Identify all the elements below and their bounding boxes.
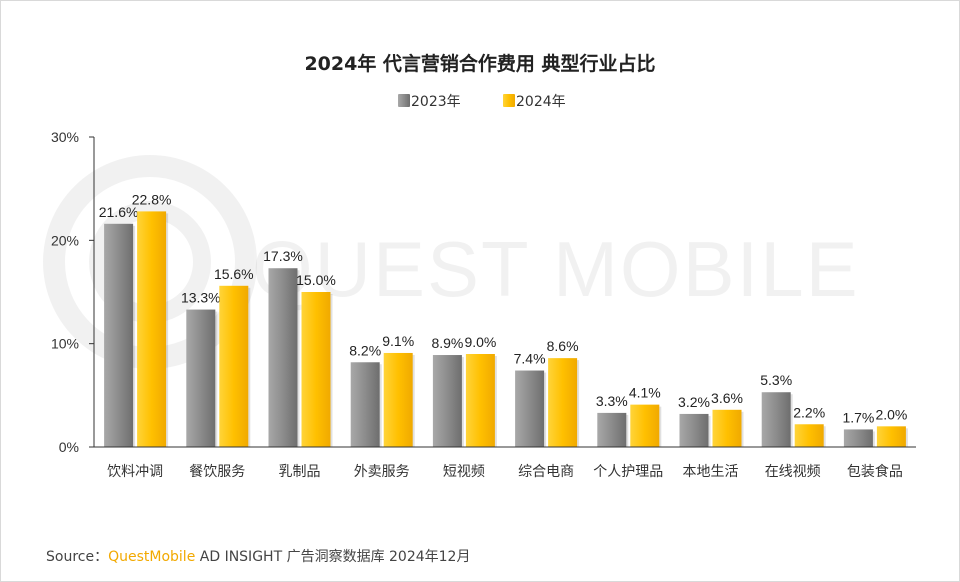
x-axis: 饮料冲调 餐饮服务 乳制品 外卖服务 短视频 综合电商 个人护理品 本地生活 在线视频 包装食品 (94, 446, 916, 480)
bar-group: 8.2%9.1% (349, 333, 415, 447)
bar-series1 (843, 429, 873, 447)
bar-group: 17.3% 15.0% (263, 248, 336, 447)
bar-group: 21.6%22.8% (99, 191, 172, 447)
watermark-text: QUEST MOBILE (252, 225, 860, 313)
x-tick-label: 乳制品 (279, 464, 321, 480)
y-tick-label: 0% (59, 439, 79, 455)
data-label: 2.0% (875, 406, 907, 422)
legend-label: 2024年 (516, 94, 566, 110)
data-label: 13.3% (181, 290, 221, 306)
bar-series1 (104, 223, 134, 447)
bar-series2 (876, 426, 906, 447)
bar-series2 (219, 285, 249, 447)
bar-group: 13.3% 15.6% (181, 266, 254, 447)
bar-series1 (186, 309, 216, 447)
bar-series1 (515, 370, 545, 447)
bar-series1 (761, 392, 791, 447)
data-label: 21.6% (99, 204, 139, 220)
source-brand: QuestMobile (108, 549, 196, 565)
data-label: 9.0% (464, 334, 496, 350)
bar-series2 (712, 409, 742, 447)
bar-series2 (465, 354, 495, 447)
y-tick-label: 10% (51, 336, 79, 352)
bars: 21.6%22.8%13.3%15.6%17.3%15.0%8.2%9.1% 8.… (99, 191, 908, 447)
source-rest: AD INSIGHT 广告洞察数据库 2024年12月 (195, 549, 471, 565)
bar-group: 1.7% 2.0% (842, 406, 908, 447)
legend-swatch (398, 94, 410, 107)
legend: 2023年 2024年 (398, 94, 566, 110)
x-tick-label: 短视频 (443, 464, 485, 480)
data-label: 8.2% (349, 342, 381, 358)
data-label: 4.1% (629, 385, 661, 401)
data-label: 5.3% (760, 372, 792, 388)
x-tick-label: 餐饮服务 (189, 464, 245, 480)
data-label: 3.3% (596, 393, 628, 409)
bar-series2 (383, 352, 413, 447)
data-label: 7.4% (514, 351, 546, 367)
data-label: 15.0% (296, 272, 336, 288)
source-line: Source：QuestMobile AD INSIGHT 广告洞察数据库 20… (46, 546, 470, 566)
y-tick-label: 20% (51, 232, 79, 248)
data-label: 15.6% (214, 266, 254, 282)
chart-title: 2024年 代言营销合作费用 典型行业占比 (304, 52, 655, 75)
x-tick-label: 在线视频 (765, 464, 821, 480)
bar-series1 (679, 413, 709, 447)
bar-group: 3.3%4.1% (596, 385, 662, 447)
source-label: Source： (46, 549, 109, 565)
bar-group: 3.2% 3.6% (678, 390, 744, 447)
y-tick-label: 30% (51, 129, 79, 145)
legend-label: 2023年 (411, 94, 461, 110)
data-label: 1.7% (842, 409, 874, 425)
legend-item: 2024年 (503, 94, 566, 110)
data-label: 22.8% (132, 191, 172, 207)
data-label: 2.2% (793, 404, 825, 420)
bar-group: 7.4%8.6% (514, 338, 580, 447)
bar-series1 (268, 268, 298, 447)
bar-series1 (432, 355, 462, 447)
bar-series2 (301, 292, 331, 447)
bar-group: 5.3%2.2% (760, 372, 826, 447)
x-tick-label: 个人护理品 (593, 464, 663, 480)
x-tick-label: 包装食品 (847, 463, 903, 480)
data-label: 3.2% (678, 394, 710, 410)
data-label: 8.9% (431, 335, 463, 351)
bar-group: 8.9% 9.0% (431, 334, 497, 447)
x-tick-label: 本地生活 (683, 464, 739, 480)
chart-canvas: QUEST MOBILE 2024年 代言营销合作费用 典型行业占比 2023年… (43, 52, 916, 480)
legend-swatch (503, 94, 515, 107)
data-label: 3.6% (711, 390, 743, 406)
x-tick-label: 综合电商 (518, 464, 574, 480)
bar-series2 (630, 404, 660, 447)
x-tick-label: 饮料冲调 (107, 464, 163, 480)
bar-series2 (794, 424, 824, 447)
legend-item: 2023年 (398, 94, 461, 110)
data-label: 17.3% (263, 248, 303, 264)
watermark: QUEST MOBILE (43, 155, 860, 369)
x-tick-label: 外卖服务 (354, 464, 410, 480)
data-label: 9.1% (382, 333, 414, 349)
bar-series1 (597, 412, 627, 447)
data-label: 8.6% (547, 338, 579, 354)
bar-series1 (350, 362, 380, 447)
bar-series2 (548, 358, 578, 447)
bar-series2 (137, 211, 167, 447)
y-axis: 0% 10% 20% 30% (51, 129, 95, 455)
